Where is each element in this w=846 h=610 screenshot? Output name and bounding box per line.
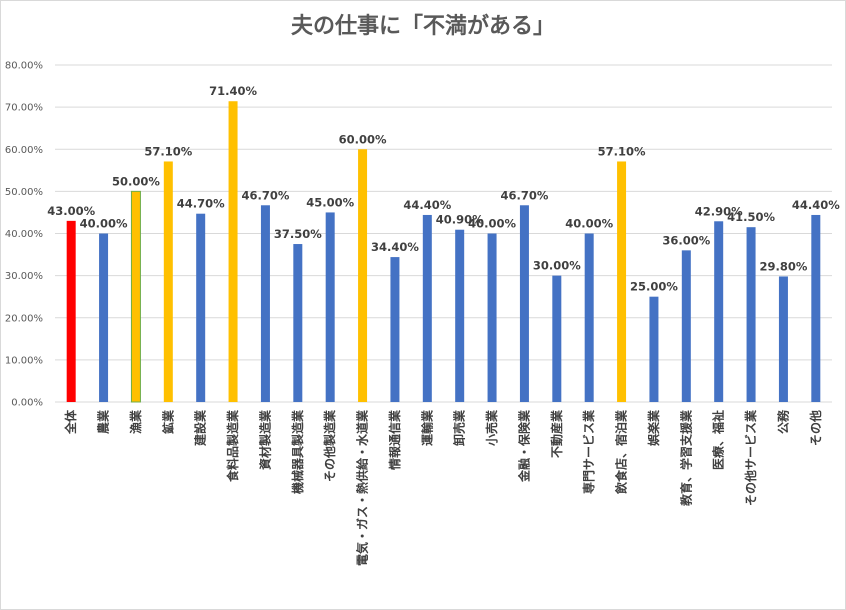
bar <box>130 190 141 403</box>
bar <box>519 205 529 402</box>
data-label: 44.40% <box>792 198 840 212</box>
category-label: 不動産業 <box>549 409 564 458</box>
category-label: 飲食店、宿泊業 <box>614 409 629 495</box>
y-tick-label: 80.00% <box>5 61 43 72</box>
data-label: 25.00% <box>630 280 678 294</box>
data-label: 44.40% <box>403 198 451 212</box>
data-label: 45.00% <box>306 195 354 209</box>
category-label: 教育、学習支援業 <box>678 409 693 507</box>
bar <box>390 257 400 402</box>
data-label: 46.70% <box>241 188 289 202</box>
bar <box>260 205 270 402</box>
data-label: 60.00% <box>339 132 387 146</box>
category-label: 漁業 <box>128 409 143 434</box>
bar <box>617 161 627 402</box>
y-tick-label: 50.00% <box>5 187 43 198</box>
data-label: 40.00% <box>565 217 613 231</box>
category-label: 電気・ガス・熱供給・水道業 <box>355 409 370 566</box>
bar <box>325 212 335 402</box>
data-label: 50.00% <box>112 174 160 188</box>
data-label: 40.00% <box>80 217 128 231</box>
data-label: 46.70% <box>500 188 548 202</box>
category-label: 金融・保険業 <box>516 409 531 483</box>
category-label: 鉱業 <box>160 409 175 434</box>
category-label: 公務 <box>775 409 790 434</box>
y-tick-label: 10.00% <box>5 355 43 366</box>
data-label: 57.10% <box>598 144 646 158</box>
y-tick-label: 60.00% <box>5 145 43 156</box>
bar <box>99 233 109 402</box>
data-label: 37.50% <box>274 227 322 241</box>
bar <box>811 214 821 402</box>
bar <box>552 275 562 402</box>
category-label: 食料品製造業 <box>225 409 240 483</box>
category-label: 医療、福祉 <box>711 410 726 470</box>
data-label: 71.40% <box>209 84 257 98</box>
data-label: 36.00% <box>662 233 710 247</box>
data-label: 29.80% <box>759 259 807 273</box>
data-label: 40.00% <box>468 217 516 231</box>
y-tick-label: 20.00% <box>5 313 43 324</box>
data-label: 57.10% <box>144 144 192 158</box>
y-tick-label: 30.00% <box>5 271 43 282</box>
y-tick-label: 40.00% <box>5 229 43 240</box>
bar <box>422 214 432 402</box>
bar <box>455 229 465 402</box>
bar <box>66 220 76 402</box>
category-label: 専門サービス業 <box>581 409 596 494</box>
y-tick-label: 70.00% <box>5 103 43 114</box>
category-label: 娯楽業 <box>646 409 661 446</box>
category-label: 卸売業 <box>452 409 467 446</box>
data-label: 42.90% <box>695 204 743 218</box>
bar <box>649 296 659 402</box>
category-label: その他 <box>808 410 823 446</box>
bar <box>584 233 594 402</box>
category-label: 情報通信業 <box>387 409 402 470</box>
bar <box>358 149 368 402</box>
chart-title: 夫の仕事に「不満がある」 <box>290 14 555 39</box>
category-label: その他製造業 <box>322 409 337 482</box>
bar <box>228 101 238 402</box>
data-label: 41.50% <box>727 210 775 224</box>
data-label: 30.00% <box>533 259 581 273</box>
bar <box>163 161 173 402</box>
bar <box>746 227 756 402</box>
category-label: 機械器具製造業 <box>290 409 305 494</box>
bar <box>487 233 497 402</box>
bar <box>293 244 303 402</box>
category-label: 全体 <box>63 409 78 435</box>
bar <box>196 213 206 402</box>
bar <box>714 221 724 402</box>
bar <box>681 250 691 402</box>
data-label: 34.40% <box>371 240 419 254</box>
category-label: 資材製造業 <box>257 409 272 470</box>
y-tick-label: 0.00% <box>11 398 43 409</box>
category-label: 運輸業 <box>419 409 434 446</box>
category-label: 建設業 <box>193 409 208 447</box>
data-label: 44.70% <box>177 197 225 211</box>
category-label: 農業 <box>96 409 111 434</box>
category-label: その他サービス業 <box>743 409 758 506</box>
data-label: 40.90% <box>436 213 484 227</box>
category-label: 小売業 <box>484 409 499 446</box>
data-label: 43.00% <box>47 204 95 218</box>
bar <box>778 276 788 402</box>
